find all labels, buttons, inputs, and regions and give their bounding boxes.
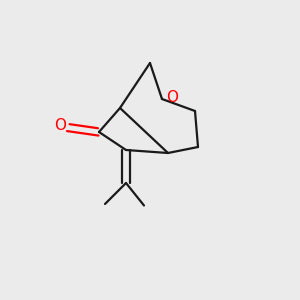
Text: O: O: [54, 118, 66, 134]
Text: O: O: [167, 90, 178, 105]
